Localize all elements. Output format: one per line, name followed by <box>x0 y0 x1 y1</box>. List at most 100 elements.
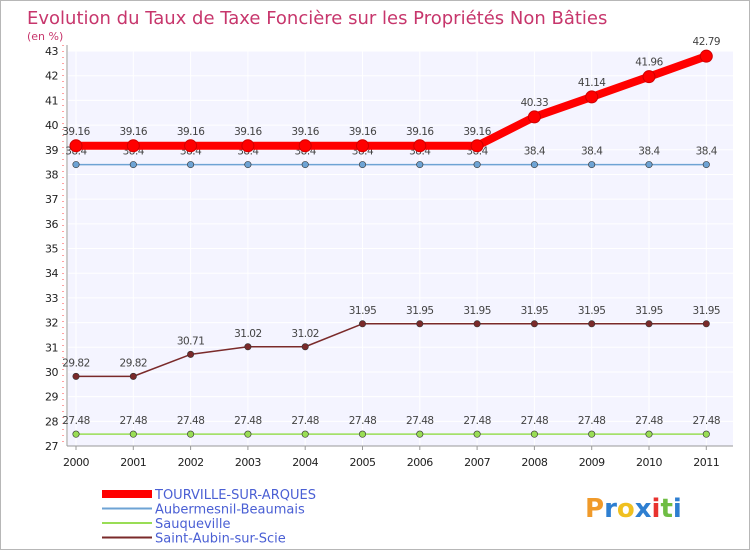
data-point <box>298 139 312 153</box>
series-saint-aubin-sur-scie: 29.82 29.82 30.71 31.02 31.02 31.95 31.95 31.95… <box>62 305 721 380</box>
data-point <box>702 161 710 169</box>
legend-label: TOURVILLE-SUR-ARQUES <box>154 488 316 503</box>
data-point <box>702 430 710 438</box>
series-sauqueville: 27.48 27.48 27.48 27.48 27.48 27.48 27.48 27.48… <box>62 415 721 438</box>
x-tick-label: 2004 <box>292 456 318 469</box>
data-point <box>470 139 484 153</box>
data-label: 40.33 <box>521 97 549 109</box>
logo-text: Proxiti <box>585 494 682 524</box>
y-tick-label: 43 <box>45 45 58 58</box>
data-point <box>473 161 481 169</box>
y-tick-label: 38 <box>45 168 58 181</box>
chart-title: Evolution du Taux de Taxe Foncière sur l… <box>27 8 607 29</box>
x-tick-label: 2006 <box>407 456 433 469</box>
data-label: 30.71 <box>177 335 205 347</box>
data-label: 27.48 <box>349 415 377 427</box>
data-point <box>702 320 710 328</box>
x-tick-label: 2011 <box>693 456 719 469</box>
data-point <box>585 90 599 104</box>
data-point <box>244 430 252 438</box>
data-label: 27.48 <box>693 415 721 427</box>
y-tick-label: 42 <box>45 70 58 83</box>
data-point <box>126 139 140 153</box>
data-label: 39.16 <box>349 126 377 138</box>
legend-label: Sauqueville <box>155 517 230 532</box>
data-label: 27.48 <box>120 415 148 427</box>
x-tick-label: 2010 <box>636 456 662 469</box>
data-point <box>588 320 596 328</box>
data-point <box>645 430 653 438</box>
data-label: 27.48 <box>291 415 319 427</box>
y-tick-label: 39 <box>45 144 58 157</box>
y-tick-label: 37 <box>45 193 58 206</box>
data-point <box>72 430 80 438</box>
data-point <box>129 430 137 438</box>
y-tick-label: 34 <box>45 267 58 280</box>
data-point <box>645 161 653 169</box>
y-tick-label: 36 <box>45 218 58 231</box>
data-point <box>416 320 424 328</box>
data-point <box>69 139 83 153</box>
data-label: 38.4 <box>638 146 660 158</box>
data-point <box>358 320 366 328</box>
data-point <box>129 161 137 169</box>
data-point <box>301 343 309 351</box>
x-tick-label: 2003 <box>235 456 261 469</box>
data-point <box>699 49 713 63</box>
data-label: 39.16 <box>62 126 90 138</box>
data-point <box>301 430 309 438</box>
data-label: 27.48 <box>578 415 606 427</box>
legend: TOURVILLE-SUR-ARQUESAubermesnil-Beaumais… <box>102 488 316 547</box>
data-label: 31.02 <box>291 328 319 340</box>
logo-letter: x <box>635 494 652 524</box>
data-point <box>358 161 366 169</box>
y-tick-label: 27 <box>45 440 58 453</box>
x-tick-label: 2005 <box>350 456 376 469</box>
data-label: 27.48 <box>62 415 90 427</box>
data-label: 39.16 <box>177 126 205 138</box>
data-label: 39.16 <box>234 126 262 138</box>
x-tick-label: 2009 <box>579 456 605 469</box>
data-label: 31.95 <box>349 305 377 317</box>
data-label: 31.95 <box>693 305 721 317</box>
logo-letter: r <box>604 494 617 524</box>
data-label: 29.82 <box>62 357 90 369</box>
x-tick-label: 2007 <box>464 456 490 469</box>
data-label: 39.16 <box>406 126 434 138</box>
data-label: 38.4 <box>696 146 718 158</box>
data-label: 31.02 <box>234 328 262 340</box>
series-tourville-sur-arques: 39.16 39.16 39.16 39.16 39.16 39.16 39.16 39.16… <box>62 36 721 153</box>
data-point <box>642 70 656 84</box>
data-point <box>530 161 538 169</box>
y-tick-label: 31 <box>45 341 58 354</box>
y-tick-label: 40 <box>45 119 58 132</box>
data-label: 38.4 <box>581 146 603 158</box>
legend-label: Aubermesnil-Beaumais <box>155 503 305 518</box>
y-tick-label: 33 <box>45 292 58 305</box>
data-label: 27.48 <box>635 415 663 427</box>
data-point <box>588 161 596 169</box>
y-tick-label: 29 <box>45 391 58 404</box>
data-point <box>645 320 653 328</box>
data-point <box>473 430 481 438</box>
data-point <box>187 430 195 438</box>
data-label: 27.48 <box>234 415 262 427</box>
y-tick-label: 30 <box>45 366 58 379</box>
logo-letter: i <box>673 494 682 524</box>
data-label: 27.48 <box>177 415 205 427</box>
data-point <box>530 320 538 328</box>
data-point <box>527 110 541 124</box>
legend-label: Saint-Aubin-sur-Scie <box>155 532 286 547</box>
data-point <box>244 161 252 169</box>
logo-letter: i <box>652 494 661 524</box>
data-point <box>358 430 366 438</box>
data-label: 27.48 <box>463 415 491 427</box>
data-label: 31.95 <box>635 305 663 317</box>
data-point <box>241 139 255 153</box>
data-point <box>72 161 80 169</box>
y-tick-label: 28 <box>45 415 58 428</box>
x-tick-label: 2001 <box>120 456 146 469</box>
data-point <box>530 430 538 438</box>
data-label: 42.79 <box>693 36 721 48</box>
